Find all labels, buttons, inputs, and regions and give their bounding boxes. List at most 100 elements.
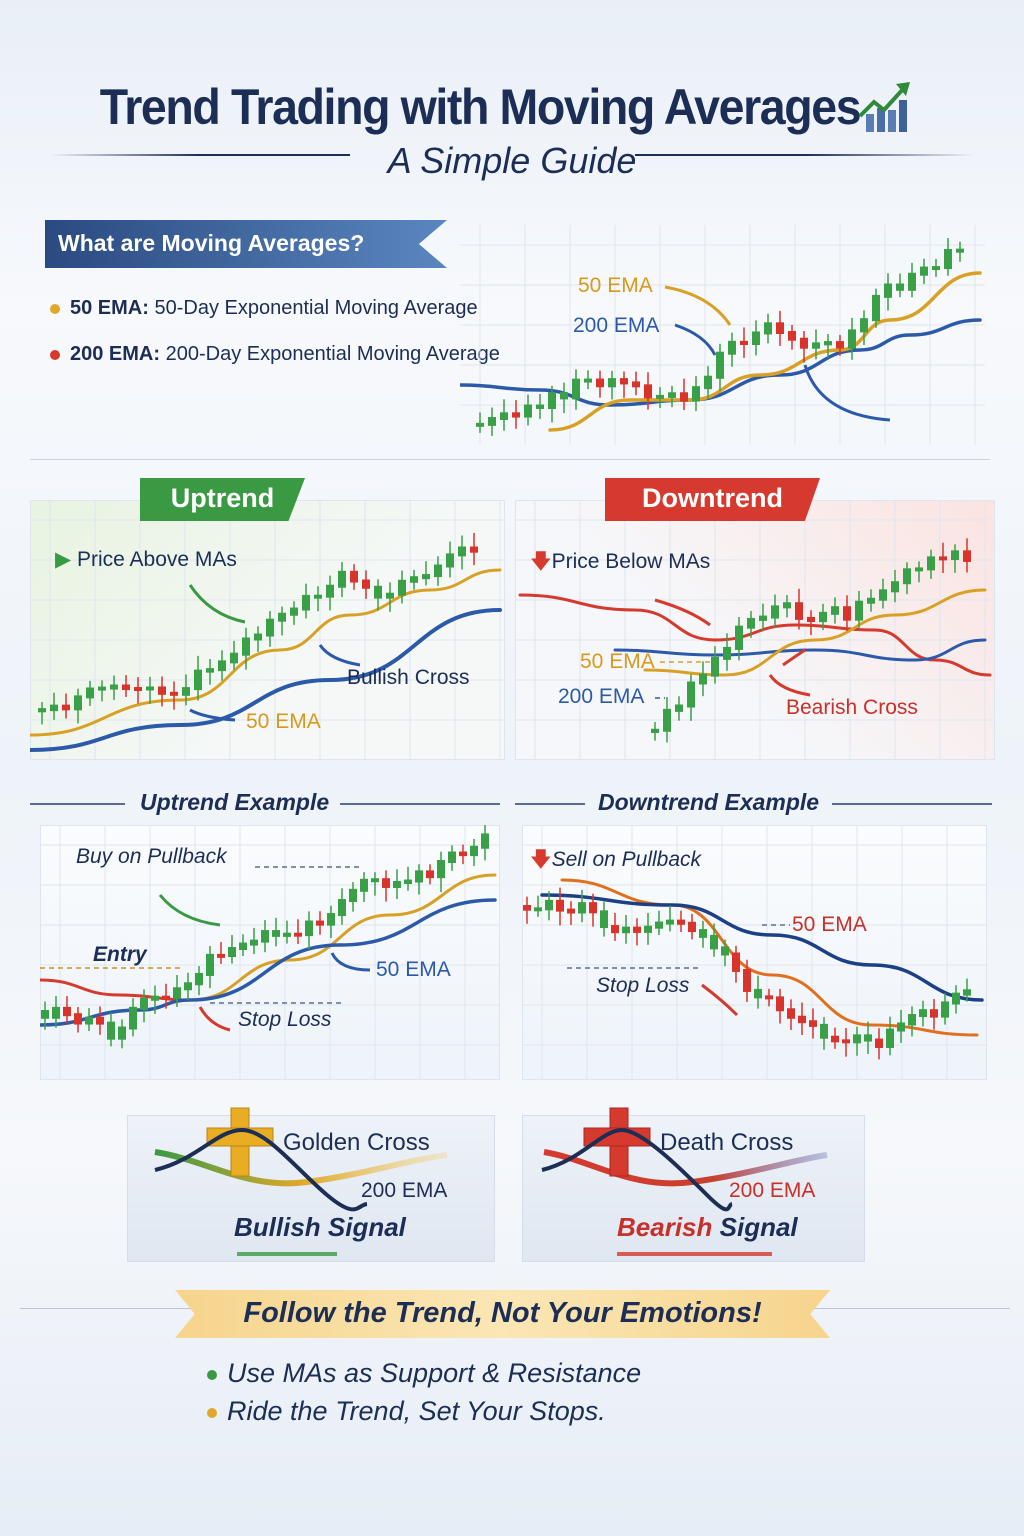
tip-text: Ride the Trend, Set Your Stops. <box>227 1396 606 1426</box>
candle-body <box>886 1028 894 1049</box>
candle-body <box>656 394 664 399</box>
candle-body <box>848 329 856 349</box>
ema50-label: 50 EMA <box>246 710 321 733</box>
candle-body <box>476 422 484 427</box>
candle-body <box>338 899 346 917</box>
moving-average-line <box>188 873 497 1002</box>
golden-cross-title: Golden Cross <box>283 1129 430 1156</box>
candle-body <box>62 704 70 711</box>
candle-body <box>218 660 226 672</box>
candle-body <box>747 617 755 629</box>
candle-body <box>305 920 313 937</box>
moving-average-line <box>548 271 982 432</box>
gold-dot-icon <box>207 1407 217 1418</box>
candle-body <box>884 283 892 298</box>
candle-body <box>52 1006 60 1019</box>
candle-body <box>807 616 815 623</box>
candle-body <box>110 684 118 690</box>
ema50-label: 50 EMA <box>580 650 655 673</box>
bullish-signal-label: Bullish Signal <box>234 1212 406 1242</box>
candle-body <box>680 392 688 402</box>
uptrend-note: ▶ Price Above MAs <box>55 547 237 572</box>
candle-body <box>872 294 880 322</box>
candle-body <box>393 880 401 888</box>
signal-word: Bearish <box>617 1212 713 1242</box>
candle-body <box>278 612 286 622</box>
candle-body <box>228 947 236 958</box>
candle-body <box>875 1038 883 1049</box>
definition: 50-Day Exponential Moving Average <box>154 297 478 319</box>
candle-body <box>129 1006 137 1030</box>
candle-body <box>620 378 628 385</box>
candle-body <box>458 546 466 557</box>
candle-body <box>162 995 170 1000</box>
pointer-arrow <box>158 894 221 927</box>
candle-body <box>903 568 911 585</box>
candle-body <box>666 919 674 925</box>
pointer-arrow <box>674 323 717 356</box>
candle-body <box>908 1014 916 1026</box>
candle-body <box>107 1021 115 1040</box>
term: 50 EMA: <box>70 297 149 319</box>
ema50-label: 50 EMA <box>376 958 451 981</box>
pointer-arrow <box>330 952 371 972</box>
candle-body <box>944 249 952 270</box>
section-title: Uptrend Example <box>140 789 330 815</box>
candle-body <box>206 668 214 673</box>
candle-body <box>908 272 916 291</box>
candle-body <box>951 550 959 561</box>
candle-body <box>896 283 904 291</box>
moving-average-line <box>460 318 982 407</box>
candle-body <box>194 669 202 691</box>
candle-body <box>843 606 851 621</box>
candle-body <box>596 378 604 388</box>
down-arrow-icon: 🡇 <box>530 550 552 573</box>
play-triangle-icon: ▶ <box>55 548 72 571</box>
legend-item-200-ema: 200 EMA: 200-Day Exponential Moving Aver… <box>50 343 500 366</box>
page-title: Trend Trading with Moving Averages <box>99 79 862 135</box>
candle-body <box>795 602 803 620</box>
candle-body <box>939 556 947 561</box>
divider <box>50 154 350 156</box>
red-dot-icon <box>50 349 60 360</box>
golden-cross-illustration <box>154 1107 448 1256</box>
candle-body <box>941 1001 949 1018</box>
candle-body <box>831 1035 839 1043</box>
entry-label: Entry <box>93 943 147 966</box>
ema200-label: 200 EMA <box>558 685 645 708</box>
candle-body <box>422 574 430 580</box>
candle-body <box>824 341 832 346</box>
ema200-label: 200 EMA <box>361 1179 448 1202</box>
candle-body <box>611 925 619 934</box>
ema200-label: 200 EMA <box>573 314 660 337</box>
candle-body <box>63 1006 71 1017</box>
candle-body <box>589 902 597 914</box>
candle-body <box>434 564 442 578</box>
candle-body <box>266 618 274 637</box>
candle-body <box>963 989 971 996</box>
candle-body <box>668 392 676 398</box>
candle-body <box>716 351 724 379</box>
bearish-cross-label: Bearish Cross <box>786 696 918 719</box>
pointer-arrow <box>654 598 711 627</box>
candle-body <box>500 412 508 421</box>
candle-body <box>560 392 568 400</box>
candle-body <box>932 266 940 271</box>
candle-body <box>524 404 532 418</box>
candle-body <box>96 1016 104 1025</box>
candle-body <box>326 584 334 598</box>
candle-body <box>195 972 203 986</box>
slogan-ribbon: Follow the Trend, Not Your Emotions! <box>175 1290 830 1338</box>
candle-body <box>798 1015 806 1024</box>
candle-body <box>349 888 357 903</box>
candle-body <box>687 681 695 708</box>
candle-body <box>386 592 394 599</box>
candle-body <box>711 656 719 677</box>
candle-body <box>919 1009 927 1018</box>
candle-body <box>327 913 335 926</box>
candle-body <box>855 600 863 621</box>
uptrend-example-chart <box>40 825 500 1080</box>
pointer-arrow <box>782 648 806 667</box>
bearish-signal-label: Bearish Signal <box>617 1212 798 1243</box>
candle-body <box>655 921 663 929</box>
